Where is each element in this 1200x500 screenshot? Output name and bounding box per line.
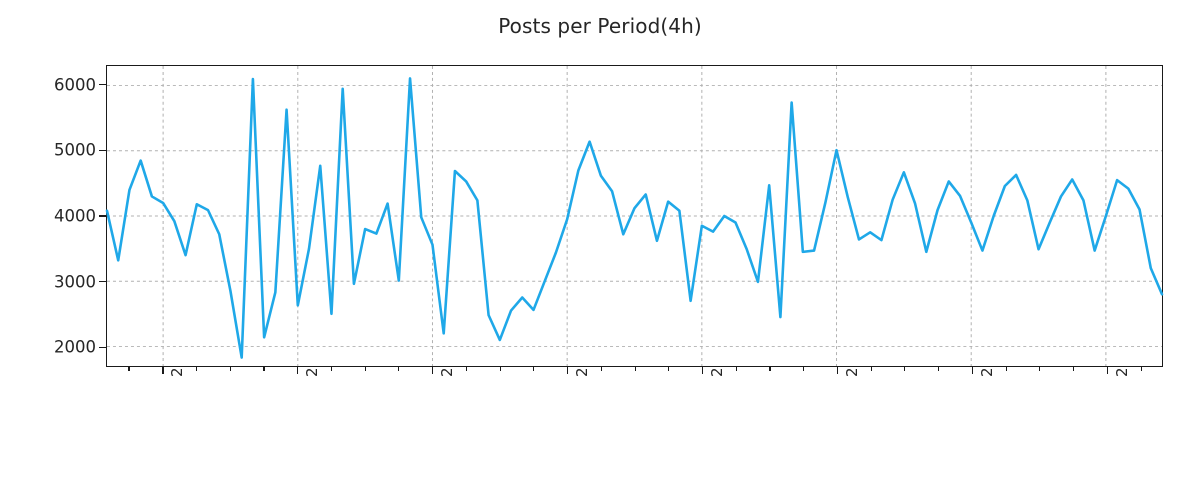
- x-axis-minor-tick: [330, 367, 332, 371]
- plot-area: [105, 65, 1164, 367]
- x-axis-minor-tick: [668, 367, 670, 371]
- x-axis-minor-tick: [263, 367, 265, 371]
- chart-title: Posts per Period(4h): [498, 14, 702, 38]
- x-axis-minor-tick: [938, 367, 940, 371]
- x-axis-minor-tick: [297, 367, 299, 371]
- x-axis-minor-tick: [1005, 367, 1007, 371]
- x-axis-minor-tick: [195, 367, 198, 371]
- x-axis-minor-tick: [162, 367, 164, 371]
- x-axis-minor-tick: [398, 367, 400, 371]
- y-axis-tick: [99, 84, 106, 86]
- gridlines: [107, 66, 1162, 366]
- x-axis-minor-tick: [870, 367, 872, 371]
- y-axis-tick-label: 4000: [54, 206, 96, 226]
- x-axis-minor-tick: [904, 367, 906, 371]
- y-axis-tick-labels: 2000 3000 4000 5000 6000: [0, 0, 106, 500]
- x-axis-minor-tick: [364, 367, 366, 371]
- x-axis-minor-tick: [803, 367, 805, 371]
- series-line-posts-per-period: [105, 77, 1164, 359]
- x-axis-minor-tick: [1106, 367, 1108, 371]
- x-axis-minor-tick: [971, 367, 973, 371]
- x-axis-minor-tick: [836, 367, 838, 371]
- x-axis-minor-tick: [465, 367, 467, 371]
- y-axis-tick-label: 2000: [54, 337, 96, 357]
- y-axis-tick: [99, 215, 106, 217]
- y-axis-tick-label: 3000: [54, 272, 96, 292]
- x-axis-minor-tick: [1073, 367, 1075, 371]
- series-line-group: [105, 77, 1164, 359]
- y-axis-tick: [99, 149, 106, 152]
- x-axis-minor-tick: [533, 367, 535, 371]
- x-axis-minor-tick: [567, 367, 569, 371]
- y-axis-tick-label: 5000: [54, 140, 96, 160]
- x-axis-minor-tick: [701, 367, 704, 371]
- x-axis-minor-tick: [1039, 367, 1041, 371]
- x-axis-minor-tick: [634, 367, 636, 371]
- y-axis-tick-label: 6000: [54, 75, 96, 95]
- x-axis-minor-tick: [128, 367, 130, 371]
- y-axis-tick: [99, 346, 106, 348]
- y-axis-tick: [99, 281, 106, 283]
- x-axis-minor-tick: [432, 367, 434, 371]
- x-axis-minor-tick: [229, 367, 231, 371]
- x-axis-minor-tick: [499, 367, 501, 371]
- x-axis-minor-tick: [600, 367, 602, 371]
- x-axis-minor-tick: [735, 367, 737, 371]
- x-axis-minor-tick: [769, 367, 771, 371]
- chart-svg: [105, 66, 1164, 366]
- x-axis-minor-tick: [1140, 367, 1142, 371]
